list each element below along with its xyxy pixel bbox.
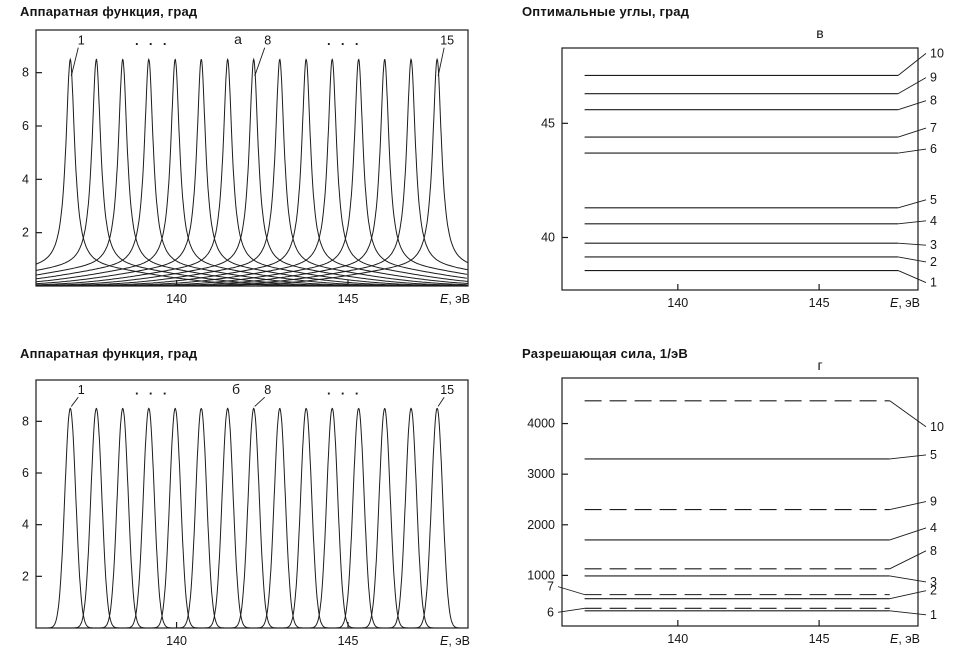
svg-text:8: 8 — [264, 34, 271, 48]
svg-text:15: 15 — [440, 383, 454, 397]
panel-g: Разрешающая сила, 1/эВ 140 145 1000 2000 300… — [498, 336, 974, 672]
svg-text:15: 15 — [440, 34, 454, 48]
svg-text:6: 6 — [22, 119, 29, 133]
svg-text:· · ·: · · · — [327, 386, 362, 401]
svg-text:40: 40 — [541, 230, 555, 244]
svg-text:10: 10 — [930, 46, 944, 60]
svg-text:140: 140 — [166, 292, 187, 306]
chart-g-resolving-power: 140 145 1000 2000 3000 4000 E, эВ г 10 5 9 4 8 3 7 2 6 1 — [527, 357, 944, 646]
panel-a: Аппаратная функция, град 140 145 2 4 6 8 E, эВ… — [6, 0, 498, 336]
chart-a-instrument-function: 140 145 2 4 6 8 E, эВ а 1 · · · 8 · · · 15 — [22, 29, 470, 306]
svg-text:145: 145 — [809, 632, 830, 646]
chart-b-instrument-function: 140 145 2 4 6 8 E, эВ б 1 · · · 8 · · · 15 — [22, 379, 470, 648]
svg-text:· · ·: · · · — [327, 37, 362, 52]
svg-text:1: 1 — [78, 34, 85, 48]
panel-v: Оптимальные углы, град 140 145 40 45 E, эВ в 1… — [498, 0, 974, 336]
svg-text:1: 1 — [930, 608, 937, 622]
svg-text:145: 145 — [338, 634, 359, 648]
svg-text:E, эВ: E, эВ — [890, 296, 920, 310]
svg-text:6: 6 — [930, 142, 937, 156]
svg-text:9: 9 — [930, 71, 937, 85]
svg-text:140: 140 — [667, 296, 688, 310]
svg-text:E, эВ: E, эВ — [440, 292, 470, 306]
svg-text:г: г — [817, 357, 822, 373]
svg-text:4000: 4000 — [527, 417, 555, 431]
svg-text:2: 2 — [22, 569, 29, 583]
svg-text:8: 8 — [22, 414, 29, 428]
panel-a-title: Аппаратная функция, град — [20, 4, 198, 19]
svg-text:E, эВ: E, эВ — [440, 634, 470, 648]
svg-text:140: 140 — [667, 632, 688, 646]
svg-text:E, эВ: E, эВ — [890, 632, 920, 646]
svg-text:5: 5 — [930, 448, 937, 462]
svg-text:2000: 2000 — [527, 518, 555, 532]
svg-text:140: 140 — [166, 634, 187, 648]
panel-b: Аппаратная функция, град 140 145 2 4 6 8 E, эВ… — [6, 336, 498, 672]
svg-text:1: 1 — [930, 276, 937, 290]
svg-text:· · ·: · · · — [135, 386, 170, 401]
svg-text:3: 3 — [930, 575, 937, 589]
svg-text:8: 8 — [264, 383, 271, 397]
svg-text:145: 145 — [338, 292, 359, 306]
svg-text:б: б — [232, 381, 240, 397]
svg-text:4: 4 — [22, 518, 29, 532]
svg-text:4: 4 — [930, 214, 937, 228]
svg-text:2: 2 — [930, 584, 937, 598]
svg-text:8: 8 — [930, 94, 937, 108]
svg-text:145: 145 — [809, 296, 830, 310]
svg-text:4: 4 — [930, 521, 937, 535]
svg-text:6: 6 — [22, 466, 29, 480]
svg-text:45: 45 — [541, 116, 555, 130]
svg-text:7: 7 — [930, 121, 937, 135]
svg-text:9: 9 — [930, 495, 937, 509]
panel-b-title: Аппаратная функция, град — [20, 346, 198, 361]
svg-text:а: а — [234, 31, 242, 47]
svg-text:· · ·: · · · — [135, 37, 170, 52]
svg-text:6: 6 — [547, 605, 554, 619]
svg-text:в: в — [816, 25, 823, 41]
svg-text:10: 10 — [930, 420, 944, 434]
svg-text:8: 8 — [930, 544, 937, 558]
panel-v-title: Оптимальные углы, град — [522, 4, 690, 19]
panel-g-title: Разрешающая сила, 1/эВ — [522, 346, 688, 361]
svg-text:8: 8 — [22, 66, 29, 80]
svg-text:3: 3 — [930, 238, 937, 252]
svg-text:4: 4 — [22, 172, 29, 186]
svg-text:5: 5 — [930, 193, 937, 207]
svg-text:2: 2 — [22, 226, 29, 240]
svg-text:1: 1 — [78, 383, 85, 397]
svg-text:1000: 1000 — [527, 568, 555, 582]
svg-text:7: 7 — [547, 580, 554, 594]
svg-text:2: 2 — [930, 255, 937, 269]
svg-text:3000: 3000 — [527, 467, 555, 481]
chart-v-optimal-angles: 140 145 40 45 E, эВ в 10 9 8 7 6 5 4 3 2 1 — [541, 25, 944, 310]
